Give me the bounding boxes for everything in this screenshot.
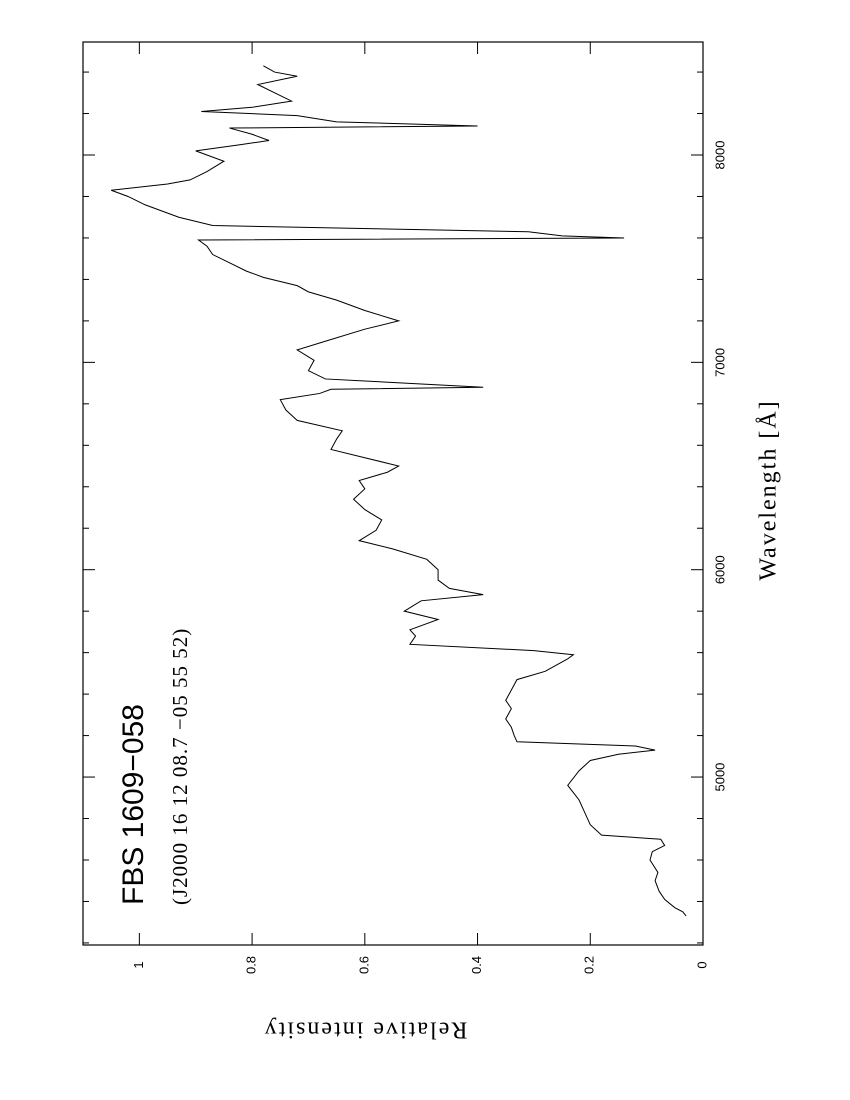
plot-frame bbox=[82, 41, 704, 946]
y-axis-label: Relative intensity bbox=[263, 1016, 468, 1042]
y-tick-label: 1 bbox=[131, 961, 146, 968]
y-tick-label: 0.4 bbox=[469, 956, 484, 974]
x-tick-label: 5000 bbox=[712, 763, 727, 792]
x-axis-label: Wavelength [Å] bbox=[756, 399, 782, 580]
x-tick-label: 6000 bbox=[712, 555, 727, 584]
y-tick-label: 0.2 bbox=[582, 956, 597, 974]
chart-title: FBS 1609−058 bbox=[117, 704, 150, 905]
x-tick-label: 8000 bbox=[712, 141, 727, 170]
y-tick-label: 0 bbox=[694, 961, 709, 968]
y-tick-label: 0.6 bbox=[356, 956, 371, 974]
spectrum-line bbox=[111, 65, 687, 917]
plot-area: FBS 1609−058 (J2000 16 12 08.7 −05 55 52… bbox=[82, 41, 782, 974]
y-tick-label: 0.8 bbox=[244, 956, 259, 974]
chart-subtitle: (J2000 16 12 08.7 −05 55 52) bbox=[168, 628, 192, 905]
x-tick-label: 7000 bbox=[712, 348, 727, 377]
